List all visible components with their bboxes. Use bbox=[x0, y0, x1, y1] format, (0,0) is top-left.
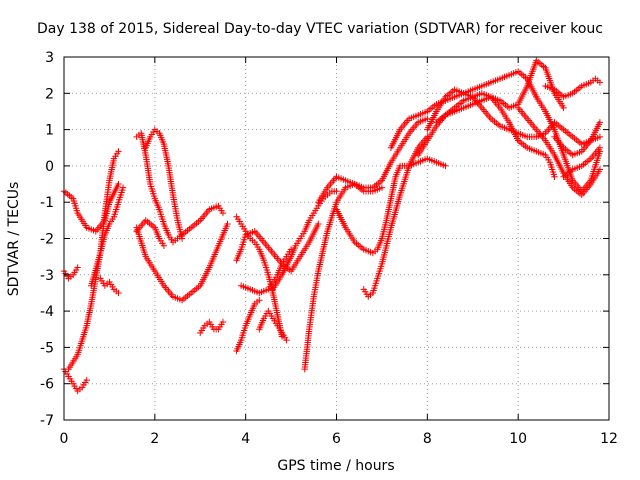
y-tick-label: -1 bbox=[40, 195, 54, 211]
x-axis-label: GPS time / hours bbox=[277, 458, 394, 474]
y-tick-label: -2 bbox=[40, 232, 54, 248]
x-tick-label: 0 bbox=[60, 431, 69, 447]
data-point bbox=[596, 133, 604, 141]
series-track-17 bbox=[269, 188, 340, 293]
series-track-3 bbox=[60, 264, 81, 282]
data-point bbox=[596, 119, 604, 126]
series-track-4 bbox=[65, 148, 122, 373]
y-tick-label: -3 bbox=[40, 268, 54, 284]
series-track-23 bbox=[424, 86, 604, 148]
x-tick-label: 2 bbox=[150, 431, 159, 447]
y-tick-label: -6 bbox=[40, 377, 54, 393]
data-point bbox=[219, 318, 227, 326]
series-track-1 bbox=[60, 180, 122, 235]
chart-title: Day 138 of 2015, Sidereal Day-to-day VTE… bbox=[37, 21, 603, 37]
y-axis-label: SDTVAR / TECUs bbox=[6, 182, 22, 297]
y-tick-label: -5 bbox=[40, 340, 54, 356]
series-track-20 bbox=[333, 155, 449, 257]
y-tick-label: 1 bbox=[45, 123, 54, 139]
data-point bbox=[596, 79, 604, 86]
series-track-14 bbox=[233, 297, 263, 355]
series-track-28 bbox=[542, 75, 604, 101]
series-track-19 bbox=[315, 115, 431, 206]
data-point bbox=[115, 289, 122, 297]
x-tick-label: 10 bbox=[509, 431, 527, 447]
data-point bbox=[160, 242, 168, 249]
x-tick-label: 12 bbox=[600, 431, 618, 447]
series-track-6 bbox=[97, 275, 122, 297]
series-track-25 bbox=[415, 90, 558, 180]
y-tick-label: 3 bbox=[45, 50, 54, 66]
data-point bbox=[442, 162, 449, 170]
data-point bbox=[596, 144, 604, 151]
data-point bbox=[315, 220, 322, 228]
x-tick-labels: 0 2 4 6 8 10 12 bbox=[60, 431, 618, 447]
series-track-30 bbox=[560, 144, 604, 180]
data-point bbox=[219, 209, 227, 217]
data-point bbox=[74, 264, 81, 271]
data-point bbox=[178, 235, 186, 242]
y-tick-label: 0 bbox=[45, 159, 54, 175]
series-track-13 bbox=[233, 220, 322, 275]
y-tick-label: 2 bbox=[45, 86, 54, 102]
axis-ticks bbox=[63, 56, 610, 421]
y-tick-label: -7 bbox=[40, 413, 54, 429]
x-tick-label: 8 bbox=[423, 431, 432, 447]
data-point bbox=[115, 180, 122, 188]
y-tick-labels: -7 -6 -5 -4 -3 -2 -1 0 1 2 3 bbox=[40, 50, 54, 429]
series-track-2 bbox=[60, 365, 90, 395]
series-track-11 bbox=[197, 318, 227, 337]
data-point bbox=[83, 376, 90, 384]
series-track-9 bbox=[142, 126, 186, 242]
series-track-16 bbox=[256, 307, 290, 344]
data-point bbox=[424, 115, 431, 122]
series-track-18 bbox=[301, 180, 386, 373]
data-point bbox=[551, 173, 558, 180]
grid-lines bbox=[64, 57, 609, 420]
data-point bbox=[378, 184, 386, 191]
data-point bbox=[283, 336, 290, 344]
y-tick-label: -4 bbox=[40, 304, 54, 320]
series-track-8 bbox=[133, 130, 227, 246]
data-point bbox=[256, 297, 263, 304]
data-point bbox=[596, 166, 604, 173]
data-point bbox=[224, 220, 231, 228]
data-marks bbox=[60, 57, 604, 395]
series-track-10 bbox=[133, 217, 168, 249]
series-track-21 bbox=[360, 133, 431, 300]
series-track-29 bbox=[551, 119, 604, 159]
series-track-5 bbox=[88, 184, 127, 289]
x-tick-label: 4 bbox=[241, 431, 250, 447]
data-point bbox=[560, 104, 567, 112]
x-tick-label: 6 bbox=[332, 431, 341, 447]
data-point bbox=[115, 148, 122, 155]
data-point bbox=[119, 184, 127, 191]
data-point bbox=[333, 188, 340, 195]
